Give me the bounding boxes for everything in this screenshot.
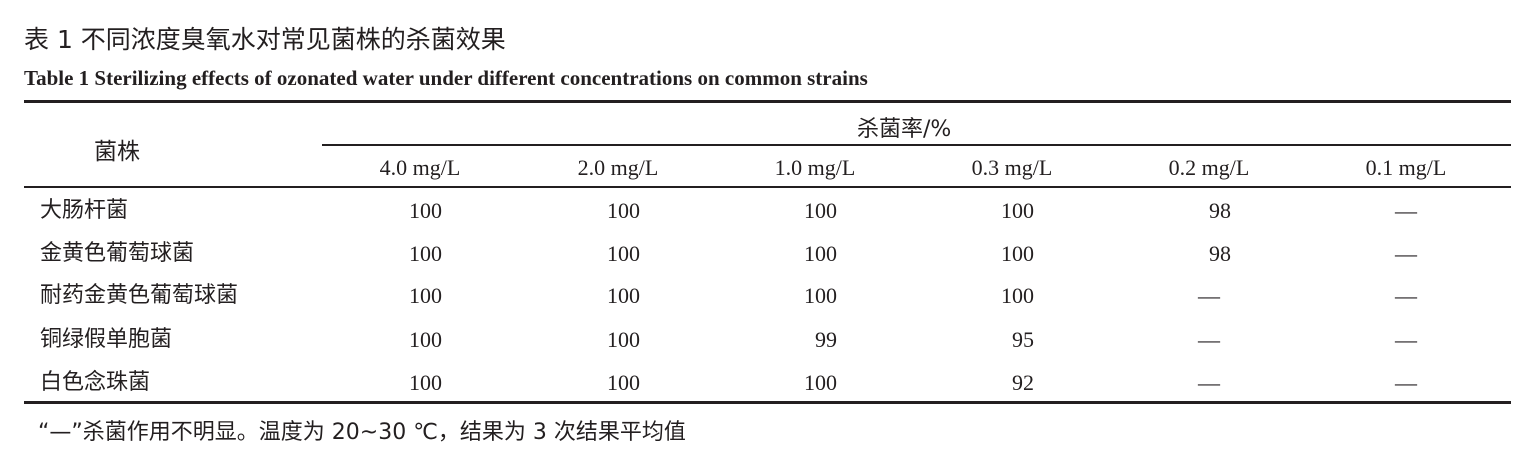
table-cell: 100 (804, 283, 837, 308)
table-cell: 100 (1001, 283, 1034, 308)
table-cell: 100 (1001, 198, 1034, 223)
top-rule (24, 100, 1511, 103)
strain-name: 大肠杆菌 (40, 198, 129, 223)
row-header: 菌株 (94, 139, 140, 165)
table-cell: 100 (409, 241, 442, 266)
table-caption-cn: 表 1 不同浓度臭氧水对常见菌株的杀菌效果 (24, 25, 506, 54)
table-cell: 100 (607, 327, 640, 352)
table-cell: 100 (607, 241, 640, 266)
bottom-rule (24, 401, 1511, 404)
table-cell: — (1395, 327, 1417, 352)
table-cell: 100 (607, 198, 640, 223)
table-cell: 100 (607, 283, 640, 308)
table-cell: 99 (815, 327, 837, 352)
table-cell: 100 (1001, 241, 1034, 266)
footnote: “—”杀菌作用不明显。温度为 20~30 ℃，结果为 3 次结果平均值 (38, 420, 686, 445)
group-header: 杀菌率/% (857, 117, 952, 142)
strain-name: 耐药金黄色葡萄球菌 (40, 283, 239, 308)
table-cell: 98 (1209, 198, 1231, 223)
table-cell: 92 (1012, 370, 1034, 395)
table-cell: — (1198, 327, 1220, 352)
header-rule (24, 186, 1511, 188)
column-header: 0.1 mg/L (1365, 155, 1447, 180)
column-header: 4.0 mg/L (379, 155, 461, 180)
group-rule (322, 144, 1511, 146)
table-cell: — (1395, 241, 1417, 266)
table-cell: 100 (607, 370, 640, 395)
strain-name: 金黄色葡萄球菌 (40, 241, 195, 266)
table-cell: 98 (1209, 241, 1231, 266)
table-cell: 100 (804, 198, 837, 223)
table-cell: — (1198, 370, 1220, 395)
column-header: 2.0 mg/L (577, 155, 659, 180)
table-cell: 100 (409, 283, 442, 308)
table-cell: 100 (409, 198, 442, 223)
table-cell: 100 (409, 327, 442, 352)
table-cell: — (1395, 370, 1417, 395)
strain-name: 铜绿假单胞菌 (40, 327, 173, 352)
table-cell: 100 (804, 241, 837, 266)
column-header: 1.0 mg/L (774, 155, 856, 180)
table-cell: — (1198, 283, 1220, 308)
column-header: 0.2 mg/L (1168, 155, 1250, 180)
table-cell: 95 (1012, 327, 1034, 352)
column-header: 0.3 mg/L (971, 155, 1053, 180)
table-cell: 100 (409, 370, 442, 395)
table-caption-en: Table 1 Sterilizing effects of ozonated … (24, 66, 868, 90)
strain-name: 白色念珠菌 (40, 370, 151, 395)
table-cell: — (1395, 283, 1417, 308)
table-cell: — (1395, 198, 1417, 223)
table-cell: 100 (804, 370, 837, 395)
